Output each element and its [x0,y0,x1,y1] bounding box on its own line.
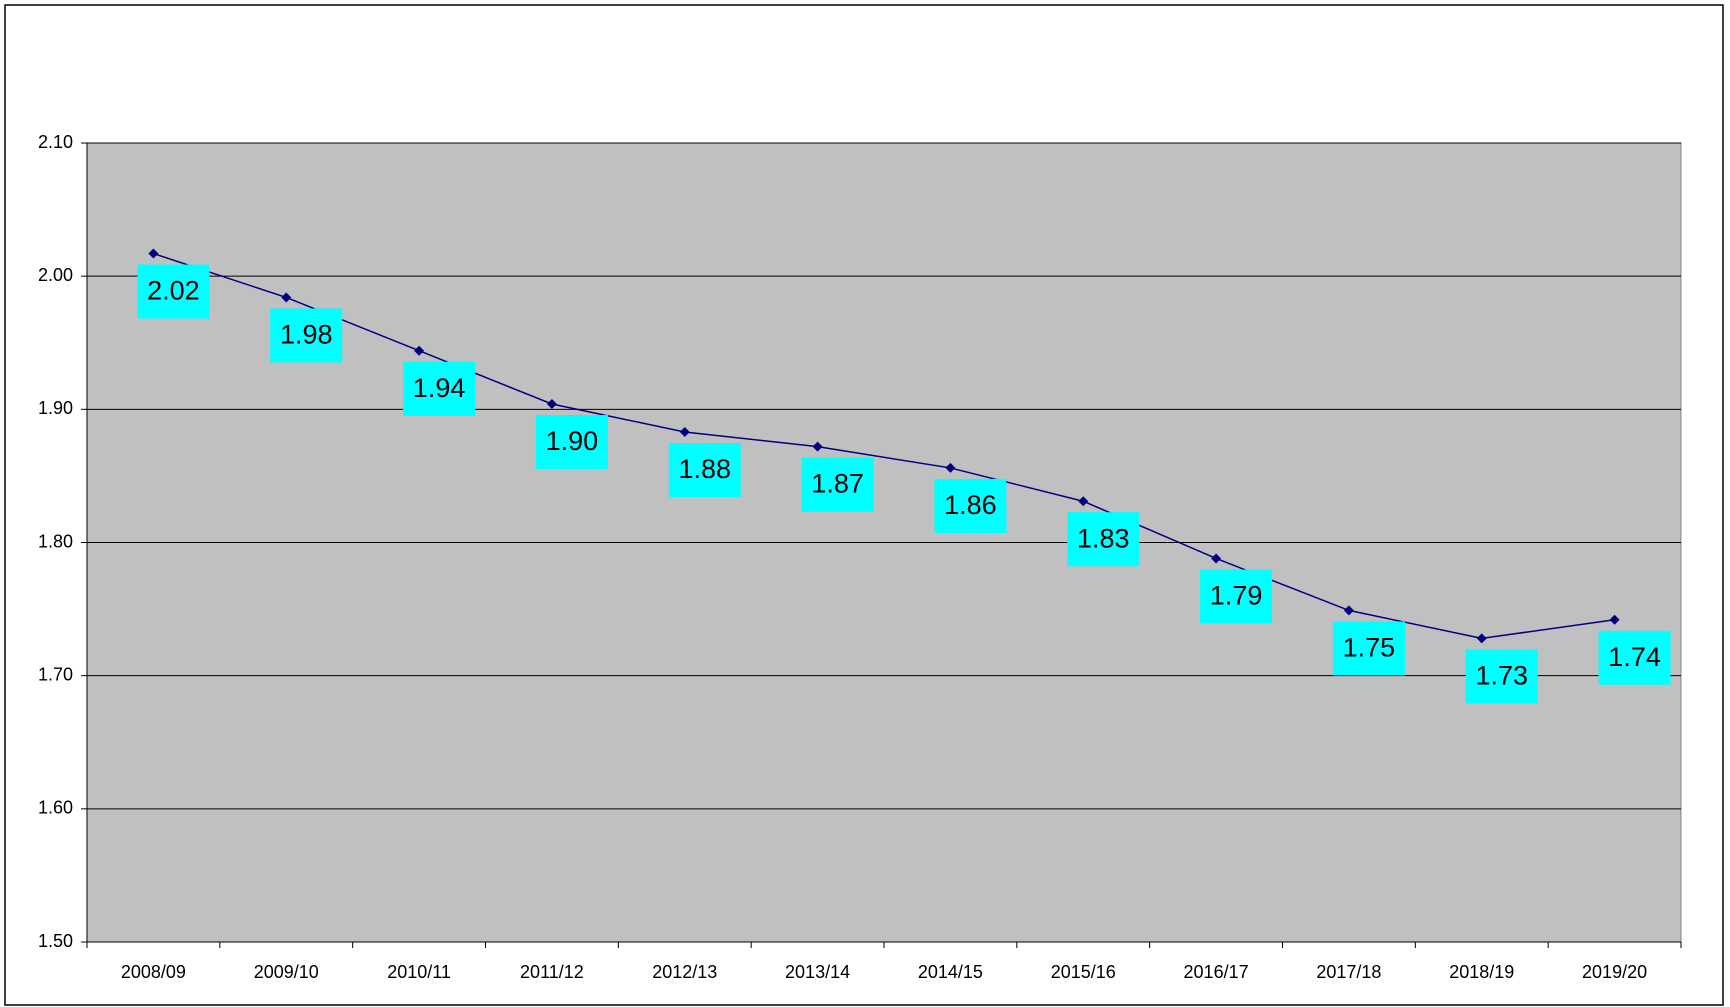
marker [1476,633,1487,644]
y-tick-label: 1.70 [38,664,73,684]
label-box [668,442,741,497]
line [153,252,1615,640]
label-box [1465,649,1538,704]
marker [812,441,823,452]
x-tick-label: 2008/09 [121,962,186,982]
y-tick-label: 2.00 [38,265,73,285]
x-tick-label: 2018/19 [1449,962,1514,982]
marker [679,426,690,437]
label-box [535,415,608,470]
y-tick-label: 1.60 [38,798,73,818]
label-box [270,308,343,363]
data-label: 1.94 [413,373,466,403]
data-label: 1.73 [1475,661,1528,691]
x-tick-label: 2012/13 [652,962,717,982]
marker [1609,614,1620,625]
marker [945,462,956,473]
x-tick-label: 2010/11 [387,962,451,982]
data-label: 2.02 [147,276,200,306]
marker [1078,496,1089,507]
label-box [1598,630,1671,685]
x-tick-label: 2015/16 [1051,962,1116,982]
data-label: 1.98 [280,320,333,350]
data-label: 1.75 [1343,633,1396,663]
x-tick-label: 2009/10 [254,962,319,982]
x-tick-label: 2019/20 [1582,962,1647,982]
label-box [1067,512,1140,567]
data-label: 1.83 [1077,523,1130,553]
marker [1343,605,1354,616]
marker [281,292,292,303]
y-tick-label: 1.80 [38,531,73,551]
x-tick-label: 2011/12 [520,962,584,982]
label-box [1200,569,1273,624]
y-tick-label: 1.50 [38,931,73,951]
data-label: 1.86 [944,490,997,520]
data-label: 1.90 [546,426,599,456]
label-box [403,361,476,416]
label-box [137,264,210,319]
y-tick-label: 2.10 [38,132,73,152]
marker [414,345,425,356]
y-tick-label: 1.90 [38,398,73,418]
data-label: 1.74 [1608,642,1661,672]
x-tick-label: 2014/15 [918,962,983,982]
data-label: 1.79 [1210,581,1263,611]
marker [1211,553,1222,564]
marker [148,248,159,259]
x-tick-label: 2013/14 [785,962,850,982]
label-box [801,457,874,512]
data-label: 1.88 [678,454,731,484]
data-label: 1.87 [811,469,864,499]
label-box [1332,621,1405,676]
x-tick-label: 2017/18 [1316,962,1381,982]
x-tick-label: 2016/17 [1184,962,1249,982]
label-box [934,478,1007,533]
marker [546,399,557,410]
